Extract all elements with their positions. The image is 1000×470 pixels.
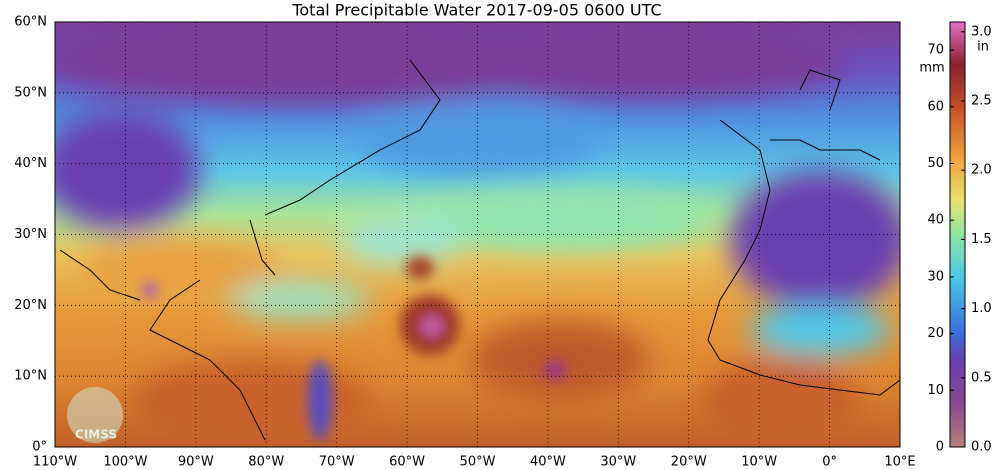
latitude-label: 30°N — [14, 227, 47, 242]
longitude-label: 20°W — [671, 455, 707, 470]
latitude-label: 20°N — [14, 298, 47, 313]
latitude-label: 10°N — [14, 369, 47, 384]
longitude-label: 60°W — [389, 455, 425, 470]
map-frame — [54, 21, 901, 448]
colorbar-mm-label: 30 — [927, 269, 944, 284]
longitude-label: 0° — [822, 455, 837, 470]
graticule — [55, 22, 900, 447]
colorbar-in-label: 3.0 — [971, 24, 992, 39]
latitude-label: 60°N — [14, 15, 47, 30]
colorbar-in-label: 1.5 — [971, 232, 992, 247]
colorbar — [949, 21, 966, 448]
longitude-label: 40°W — [530, 455, 566, 470]
colorbar-in-label: 0.5 — [971, 370, 992, 385]
longitude-label: 50°W — [460, 455, 496, 470]
latitude-label: 40°N — [14, 156, 47, 171]
longitude-label: 30°W — [600, 455, 636, 470]
longitude-label: 10°E — [884, 455, 915, 470]
longitude-label: 80°W — [248, 455, 284, 470]
axis-labels: 0° 10°N 20°N 30°N 40°N 50°N 60°N 110°W 100°W 90°W… — [14, 15, 991, 470]
colorbar-in-label: 2.5 — [971, 94, 992, 109]
colorbar-mm-label: 40 — [927, 213, 944, 228]
map-title: Total Precipitable Water 2017-09-05 0600… — [291, 1, 661, 20]
logo: CIMSS — [67, 387, 123, 443]
colorbar-mm-label: 20 — [927, 326, 944, 341]
colorbar-in-label: 1.0 — [971, 301, 992, 316]
colorbar-in-label: 2.0 — [971, 163, 992, 178]
latitude-label: 50°N — [14, 85, 47, 100]
colorbar-mm-label: 50 — [927, 156, 944, 171]
longitude-label: 10°W — [741, 455, 777, 470]
logo-text: CIMSS — [75, 428, 117, 442]
longitude-label: 90°W — [178, 455, 214, 470]
colorbar-mm-unit: mm — [919, 61, 944, 76]
colorbar-mm-label: 10 — [927, 383, 944, 398]
colorbar-mm-label: 0 — [936, 440, 944, 455]
colorbar-mm-label: 70 — [927, 43, 944, 58]
colorbar-in-unit: in — [977, 40, 989, 55]
latitude-label: 0° — [32, 440, 47, 455]
colorbar-mm-label: 60 — [927, 99, 944, 114]
longitude-label: 70°W — [319, 455, 355, 470]
longitude-label: 100°W — [103, 455, 147, 470]
colorbar-in-label: 0.0 — [971, 440, 992, 455]
longitude-label: 110°W — [33, 455, 77, 470]
map-field — [55, 22, 900, 447]
